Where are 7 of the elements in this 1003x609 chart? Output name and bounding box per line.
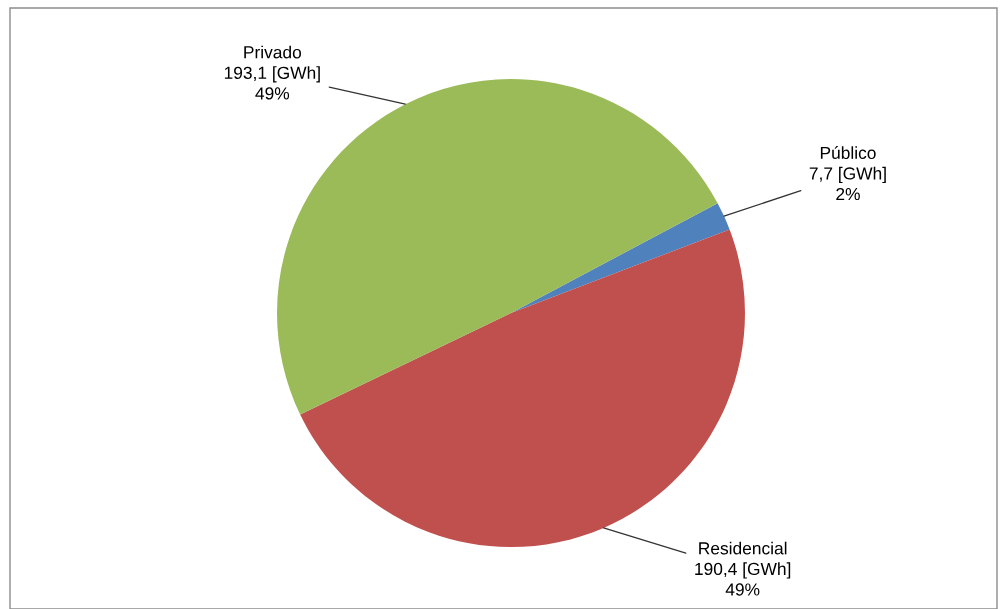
data-label: 193,1 [GWh] 49% [224,66,320,100]
pie-slice [511,203,730,313]
slice-label: Privado [244,45,302,59]
data-label: 190,4 [GWh] 49% [695,562,791,596]
data-label: 7,7 [GWh] 2% [809,166,886,201]
slice-label: Residencial [699,541,787,555]
slice-label: Público [820,146,876,160]
